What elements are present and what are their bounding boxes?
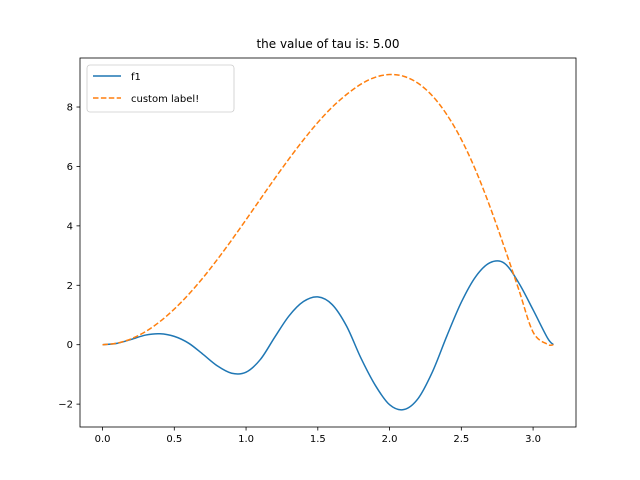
legend: f1 custom label! [86,64,235,113]
x-tick-label: 1.5 [310,434,326,445]
y-tick-label: 2 [67,281,73,292]
x-tick-label: 2.0 [382,434,398,445]
x-tick-label: 0.5 [166,434,182,445]
y-tick-label: −2 [58,400,73,411]
x-tick-label: 1.0 [238,434,254,445]
chart-title: the value of tau is: 5.00 [256,37,399,51]
y-axis-ticks: −2 0 2 4 6 8 [58,103,80,411]
x-axis-ticks: 0.0 0.5 1.0 1.5 2.0 2.5 3.0 [95,427,541,445]
y-tick-label: 6 [67,162,73,173]
x-tick-label: 0.0 [95,434,111,445]
plot-area-frame [79,57,577,428]
legend-frame [86,64,235,113]
y-tick-label: 0 [67,340,73,351]
x-tick-label: 2.5 [453,434,469,445]
series-line-1 [102,73,554,347]
x-tick-label: 3.0 [525,434,541,445]
plot-lines [102,73,554,411]
y-tick-label: 4 [67,221,73,232]
series-line-0 [102,260,554,411]
legend-label-f1: f1 [131,72,141,83]
legend-label-custom-label: custom label! [131,94,199,105]
y-tick-label: 8 [67,103,73,114]
